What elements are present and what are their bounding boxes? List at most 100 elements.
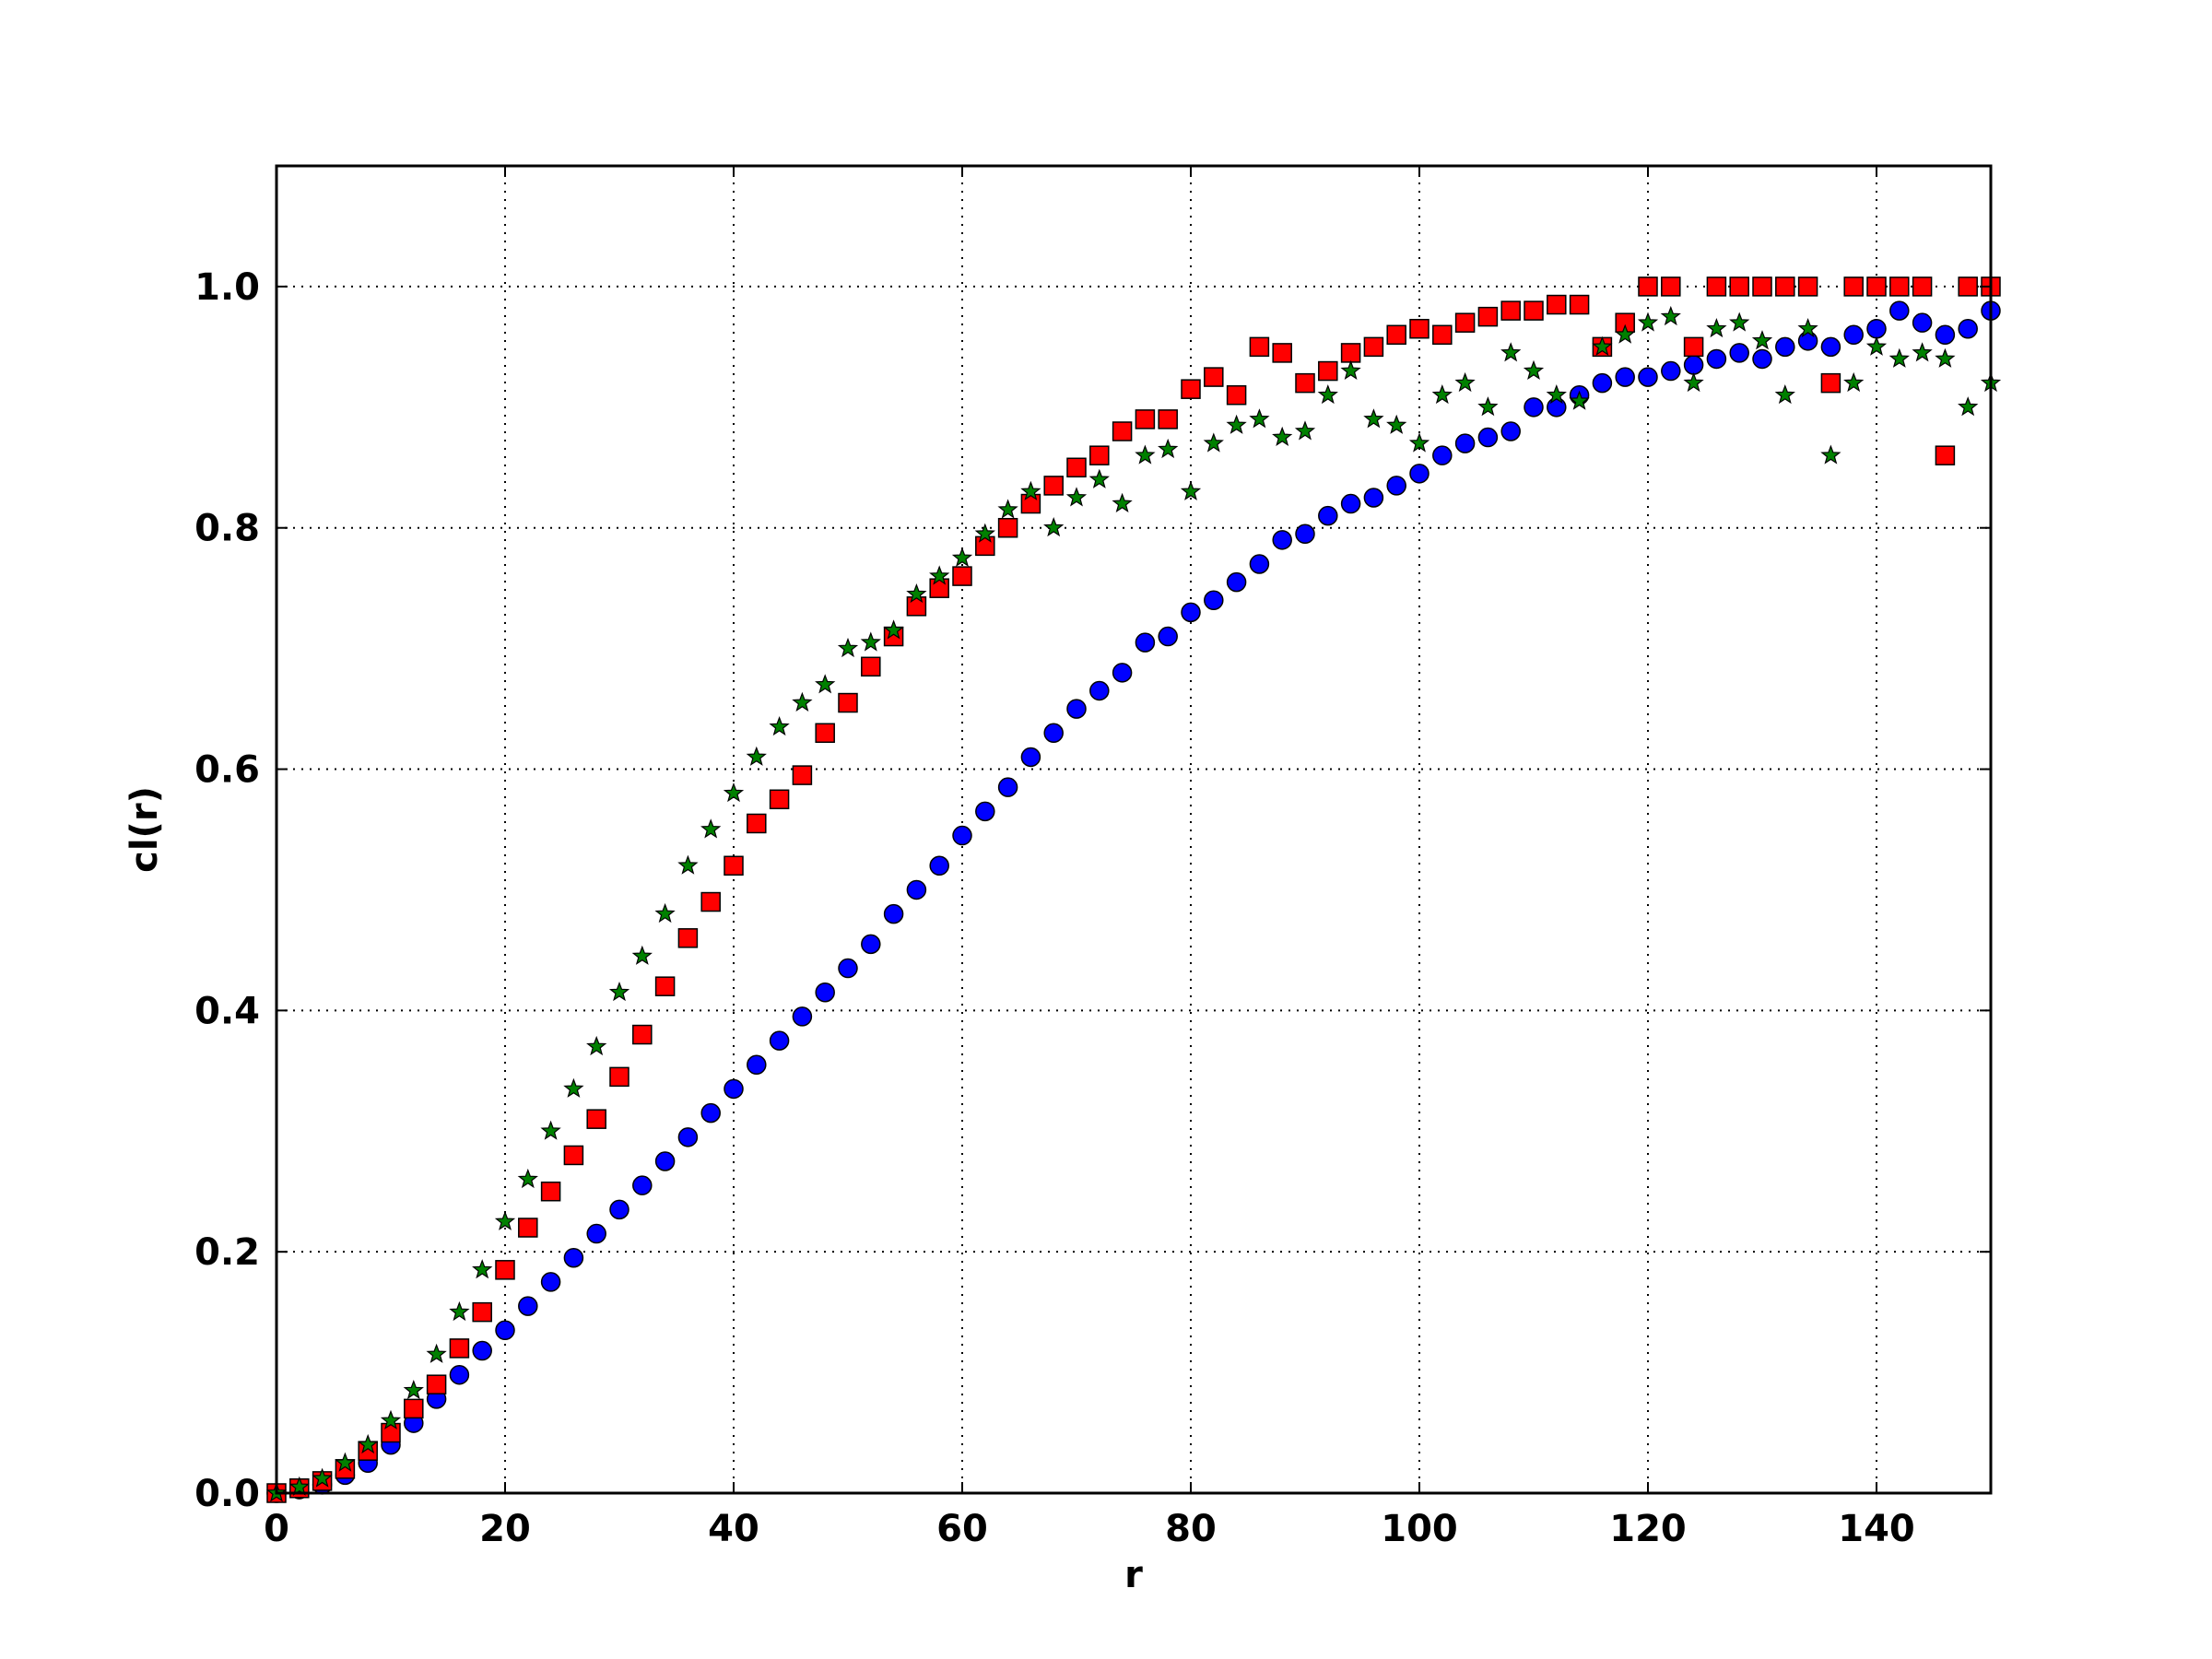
square-point: [677, 928, 699, 948]
circle-point: [586, 1223, 606, 1244]
star-point: [1477, 396, 1499, 417]
square-point: [1706, 276, 1727, 297]
square-point: [1500, 300, 1521, 321]
square-point: [747, 813, 767, 834]
x-tick-label: 40: [708, 1508, 759, 1550]
star-point: [1180, 480, 1202, 500]
square-point: [632, 1024, 653, 1045]
circle-point: [1752, 348, 1772, 370]
circle-point: [1820, 336, 1841, 358]
circle-point: [1797, 331, 1818, 351]
square-point: [700, 891, 721, 912]
star-point: [1888, 347, 1910, 368]
circle-point: [747, 1054, 767, 1076]
square-point: [1729, 276, 1749, 297]
square-point: [1089, 445, 1110, 465]
square-point: [1112, 421, 1133, 441]
square-point: [1889, 276, 1910, 297]
circle-point: [1226, 571, 1247, 593]
star-point: [608, 982, 630, 1002]
star-point: [563, 1077, 584, 1098]
star-point: [815, 674, 836, 694]
star-point: [1043, 517, 1065, 537]
circle-point: [1318, 505, 1338, 526]
square-point: [563, 1145, 584, 1166]
circle-point: [792, 1006, 813, 1027]
star-point: [426, 1343, 447, 1363]
star-point: [540, 1120, 561, 1140]
square-point: [861, 656, 881, 677]
star-point: [1454, 371, 1476, 393]
circle-point: [1729, 343, 1749, 363]
square-point: [1752, 276, 1772, 297]
circle-point: [495, 1320, 515, 1341]
circle-point: [1615, 367, 1635, 387]
star-point: [449, 1300, 470, 1322]
circle-point: [1935, 324, 1956, 346]
star-point: [951, 547, 973, 567]
x-tick-label: 100: [1381, 1508, 1458, 1550]
circle-point: [1500, 421, 1521, 441]
star-point: [1751, 330, 1773, 350]
circle-point: [1409, 464, 1430, 484]
square-point: [1547, 294, 1567, 315]
circle-point: [1204, 590, 1224, 611]
star-point: [1774, 384, 1795, 405]
circle-point: [1477, 427, 1499, 448]
star-point: [380, 1409, 402, 1430]
circle-point: [1043, 723, 1064, 744]
star-point: [1615, 324, 1636, 344]
circle-point: [563, 1247, 584, 1268]
square-point: [724, 855, 744, 877]
star-point: [769, 716, 790, 736]
circle-point: [1432, 445, 1453, 465]
star-point: [837, 637, 859, 658]
star-point: [746, 746, 767, 766]
y-tick-label: 1.0: [194, 266, 260, 309]
star-point: [631, 945, 653, 965]
circle-point: [700, 1102, 721, 1124]
circle-point: [1547, 397, 1567, 418]
circle-point: [815, 982, 835, 1003]
square-point: [1181, 379, 1201, 399]
square-point: [838, 692, 858, 713]
star-point: [1797, 318, 1818, 338]
square-point: [1797, 276, 1818, 297]
y-tick-label: 0.8: [194, 508, 260, 550]
star-point: [1912, 342, 1933, 362]
circle-point: [883, 903, 904, 924]
star-point: [1865, 335, 1888, 356]
star-point: [723, 782, 745, 803]
x-tick-label: 60: [936, 1508, 988, 1550]
circle-point: [1524, 397, 1544, 418]
square-point: [1204, 367, 1224, 387]
star-point: [1226, 414, 1247, 434]
circle-point: [906, 879, 927, 900]
square-point: [381, 1422, 401, 1443]
circle-point: [1340, 493, 1361, 514]
square-point: [426, 1374, 447, 1394]
x-axis-label: r: [1124, 1554, 1143, 1596]
circle-point: [1889, 300, 1910, 321]
circle-point: [1386, 476, 1406, 496]
square-point: [609, 1066, 629, 1088]
star-point: [288, 1476, 310, 1496]
circle-point: [1089, 680, 1110, 701]
square-point: [1820, 372, 1841, 394]
plot-frame: [275, 164, 1993, 1495]
star-point: [403, 1380, 424, 1400]
square-point: [1386, 324, 1406, 346]
circle-point: [1454, 433, 1476, 453]
square-point: [1958, 276, 1978, 297]
star-point: [1935, 347, 1956, 368]
star-point: [1340, 359, 1361, 380]
circle-point: [1683, 355, 1704, 375]
square-point: [1066, 457, 1087, 478]
star-point: [1135, 444, 1156, 465]
square-point: [1912, 276, 1933, 297]
star-point: [472, 1259, 493, 1279]
star-point: [1958, 396, 1979, 417]
square-point: [1272, 343, 1292, 363]
star-point: [1500, 342, 1522, 362]
